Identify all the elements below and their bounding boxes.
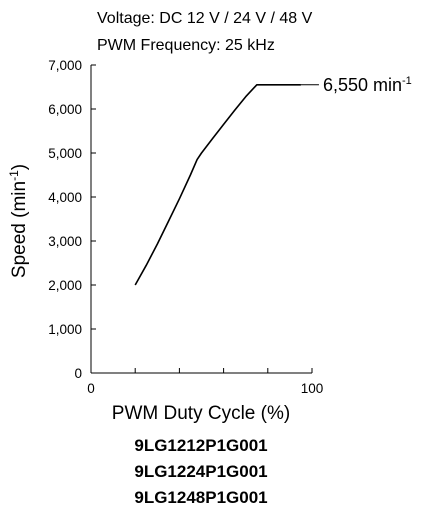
- model-1: 9LG1212P1G001: [134, 436, 267, 455]
- y-tick-label: 3,000: [48, 234, 82, 249]
- x-axis-title: PWM Duty Cycle (%): [112, 403, 290, 424]
- y-tick-label: 5,000: [48, 146, 82, 161]
- y-tick-label: 1,000: [48, 322, 82, 337]
- y-axis-title-text: Speed (min: [9, 181, 30, 278]
- y-tick-label: 4,000: [48, 190, 82, 205]
- y-ticks: 0 1,000 2,000 3,000 4,000 5,000 6,000 7,000: [48, 58, 96, 381]
- speed-series-line: [134, 84, 301, 286]
- annotation-value: 6,550 min: [323, 75, 402, 95]
- x-tick-label: 0: [87, 381, 95, 396]
- y-tick-label: 6,000: [48, 102, 82, 117]
- y-axis-title: Speed (min-1): [7, 164, 30, 278]
- model-3: 9LG1248P1G001: [134, 488, 267, 507]
- x-tick-label: 100: [301, 381, 324, 396]
- y-axis-title-close: ): [9, 164, 30, 170]
- condition-voltage: Voltage: DC 12 V / 24 V / 48 V: [97, 10, 313, 27]
- y-axis-title-sup: -1: [7, 170, 21, 181]
- condition-pwm-frequency: PWM Frequency: 25 kHz: [97, 37, 275, 54]
- annotation-sup: -1: [402, 75, 412, 87]
- x-ticks: 0 100: [87, 368, 323, 396]
- annotation-max-speed: 6,550 min-1: [323, 75, 412, 95]
- y-tick-label: 2,000: [48, 278, 82, 293]
- y-tick-label: 7,000: [48, 58, 82, 73]
- model-2: 9LG1224P1G001: [134, 462, 267, 481]
- y-tick-label: 0: [74, 366, 82, 381]
